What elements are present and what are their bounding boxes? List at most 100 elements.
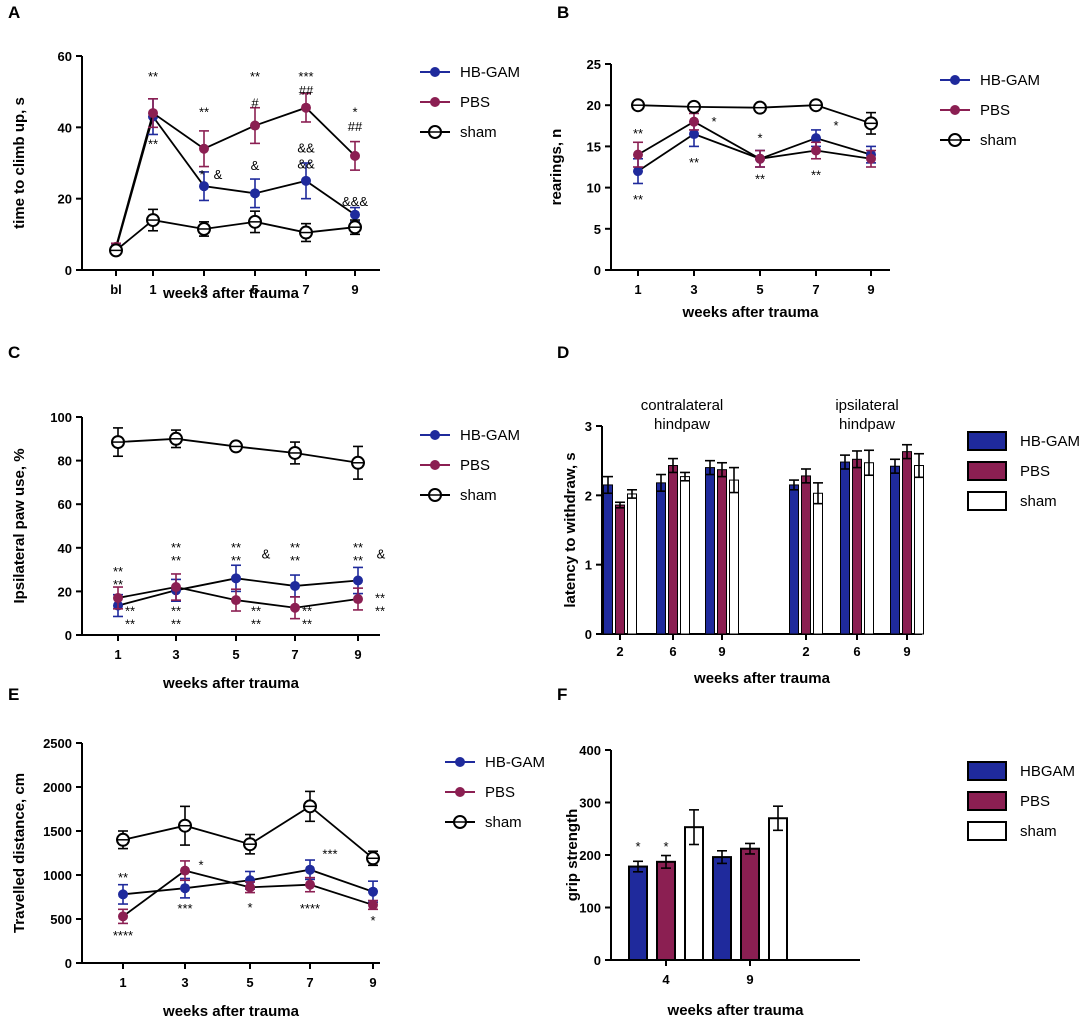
bar-hb-gam: [603, 484, 613, 635]
data-point: [231, 573, 241, 584]
panel-label: B: [557, 3, 569, 22]
data-point: [350, 209, 360, 220]
significance-marker: **: [125, 616, 135, 631]
data-point: [811, 133, 821, 144]
x-tick-label: 7: [306, 975, 313, 990]
legend-marker: [950, 75, 960, 85]
x-tick-label: 3: [172, 647, 179, 662]
legend-marker: [455, 757, 465, 767]
y-tick-label: 200: [579, 848, 601, 863]
x-tick-label: 7: [291, 647, 298, 662]
series-sham: [111, 427, 365, 480]
x-tick-label: 5: [232, 647, 239, 662]
legend-label: HB-GAM: [460, 64, 520, 81]
legend-swatch: [967, 431, 1007, 451]
significance-marker: *: [711, 114, 716, 129]
significance-marker: **: [251, 616, 261, 631]
y-tick-label: 0: [65, 628, 72, 643]
panel-d: 0 1 2 3 latency to withdraw, s weeks after tr…: [557, 343, 1080, 687]
x-tick-label: 9: [903, 644, 910, 659]
significance-marker: ***: [177, 901, 192, 916]
x-tick-label: 3: [181, 975, 188, 990]
significance-marker: *: [663, 839, 668, 854]
significance-marker: **: [148, 137, 158, 152]
legend-label: PBS: [460, 94, 490, 111]
y-tick-label: 2500: [43, 736, 72, 751]
data-point: [689, 129, 699, 140]
x-tick-label: 9: [351, 282, 358, 297]
y-tick-label: 10: [587, 181, 601, 196]
legend-label: HB-GAM: [980, 72, 1040, 89]
data-point: [231, 595, 241, 606]
panel-label: A: [8, 3, 20, 22]
bar-hb-gam: [890, 465, 900, 635]
significance-marker: *: [247, 900, 252, 915]
bar-pbs: [801, 475, 811, 635]
x-tick-label: 2: [616, 644, 623, 659]
data-point: [180, 883, 190, 894]
significance-marker: **: [353, 540, 363, 555]
legend-swatch: [967, 821, 1007, 841]
x-axis-title: weeks after trauma: [162, 285, 300, 302]
significance-marker: **: [353, 553, 363, 568]
significance-marker: **: [633, 126, 643, 141]
x-tick-label: 9: [718, 644, 725, 659]
bar-sham: [680, 476, 690, 635]
significance-marker: &&: [297, 156, 315, 171]
panel-e: 0 500 1000 1500 2000 2500 Travelled distance, …: [8, 685, 545, 1020]
y-tick-label: 3: [585, 419, 592, 434]
bar-hb-gam: [705, 467, 715, 635]
data-point: [633, 166, 643, 177]
significance-marker: ****: [113, 928, 133, 943]
panel-label: E: [8, 685, 19, 704]
significance-marker: ##: [299, 83, 314, 98]
bar-hb-gam: [789, 484, 799, 635]
x-tick-label: 1: [114, 647, 121, 662]
significance-marker: *: [352, 105, 357, 120]
y-tick-label: 300: [579, 796, 601, 811]
bar-hb-gam: [656, 482, 666, 635]
legend-label: sham: [460, 124, 497, 141]
bar-sham: [768, 817, 788, 961]
legend-swatch: [967, 791, 1007, 811]
significance-marker: *: [199, 167, 204, 182]
y-tick-label: 20: [58, 584, 72, 599]
significance-marker: **: [231, 540, 241, 555]
legend-label: HB-GAM: [485, 754, 545, 771]
panel-label: F: [557, 685, 567, 704]
bar-sham: [627, 493, 637, 635]
bar-pbs: [852, 458, 862, 635]
panel-label: D: [557, 343, 569, 362]
bar-pbs: [668, 465, 678, 635]
group-title: ipsilateral: [835, 397, 898, 414]
significance-marker: **: [199, 105, 209, 120]
y-tick-label: 1: [585, 558, 592, 573]
y-tick-label: 1500: [43, 824, 72, 839]
y-tick-label: 5: [594, 222, 601, 237]
data-point: [755, 153, 765, 164]
y-tick-label: 40: [58, 541, 72, 556]
y-tick-label: 100: [50, 410, 72, 425]
x-tick-label: 9: [746, 972, 753, 987]
x-tick-label: 1: [119, 975, 126, 990]
x-tick-label: 5: [756, 282, 763, 297]
significance-marker: *: [757, 130, 762, 145]
significance-marker: **: [171, 616, 181, 631]
y-tick-label: 25: [587, 57, 601, 72]
data-point: [633, 149, 643, 160]
significance-marker: **: [113, 564, 123, 579]
data-point: [305, 879, 315, 890]
significance-marker: **: [633, 192, 643, 207]
y-tick-label: 500: [50, 912, 72, 927]
data-point: [199, 143, 209, 154]
series-line: [115, 106, 356, 248]
series-hb-gam: [113, 564, 363, 618]
legend-label: sham: [1020, 823, 1057, 840]
y-tick-label: 1000: [43, 868, 72, 883]
significance-marker: **: [290, 553, 300, 568]
bar-sham: [729, 479, 739, 635]
legend-label: HB-GAM: [1020, 433, 1080, 450]
significance-marker: **: [113, 577, 123, 592]
data-point: [689, 116, 699, 127]
